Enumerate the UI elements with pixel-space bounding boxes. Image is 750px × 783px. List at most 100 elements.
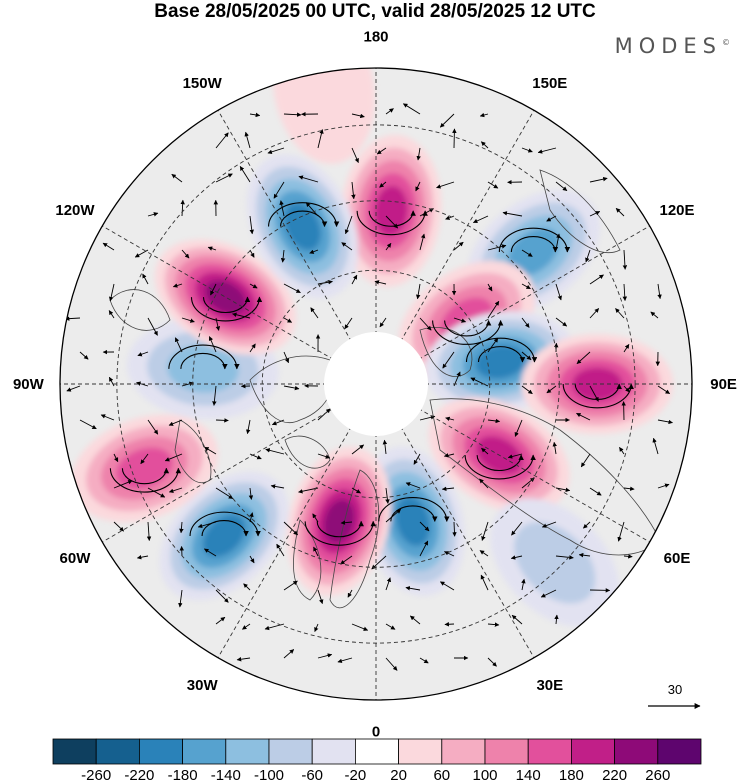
wind-vector <box>351 274 358 285</box>
wind-vector <box>385 509 402 523</box>
wind-vector <box>168 487 183 493</box>
wind-vector <box>439 581 455 591</box>
colorbar-tick-label: 260 <box>645 767 670 783</box>
wind-vector <box>172 283 183 288</box>
wind-vector <box>385 242 392 251</box>
wind-vector <box>405 586 421 591</box>
streamline <box>378 497 450 522</box>
wind-vector <box>279 200 285 217</box>
wind-vector <box>100 414 115 421</box>
wind-vector <box>215 317 221 331</box>
wind-vector <box>521 578 526 591</box>
colorbar-tick-label: -260 <box>81 767 111 783</box>
streamline <box>168 344 240 370</box>
wind-vector <box>317 129 324 149</box>
coastline <box>539 169 621 253</box>
longitude-label: 150W <box>183 75 223 92</box>
wind-vector <box>442 351 455 369</box>
wind-vector <box>347 589 353 598</box>
wind-vector <box>309 249 319 254</box>
wind-vector <box>178 589 183 608</box>
streamline <box>267 202 340 228</box>
wind-vector <box>546 215 557 222</box>
wind-vector <box>521 385 533 395</box>
wind-vector <box>197 521 217 529</box>
wind-vector <box>657 419 673 425</box>
colorbar-tick-label: 180 <box>559 767 584 783</box>
wind-vector <box>249 215 254 235</box>
wind-vector <box>102 242 115 251</box>
wind-vector <box>487 418 501 424</box>
longitude-label: 150E <box>532 75 567 92</box>
wind-vector <box>283 112 302 117</box>
wind-vector <box>210 283 217 296</box>
wind-vector <box>480 574 489 591</box>
anomaly-cell <box>490 498 620 628</box>
wind-vector <box>589 211 601 217</box>
colorbar-tick-label: -180 <box>168 767 198 783</box>
wind-vector <box>589 385 599 402</box>
wind-vector <box>511 614 523 625</box>
wind-vector <box>317 279 333 285</box>
wind-vector <box>137 351 149 357</box>
wind-vector <box>215 132 229 149</box>
wind-vector <box>283 649 295 659</box>
polar-map: 180 150E 120E 90E 60E 30E 0 30W 60W 90W 120W 150W 3… <box>13 28 737 740</box>
colorbar-tick-label: 100 <box>472 767 497 783</box>
longitude-label: 60W <box>60 550 92 567</box>
wind-vector <box>546 385 557 394</box>
longitude-labels: 180 150E 120E 90E 60E 30E 0 30W 60W 90W 120W 150W <box>13 28 737 740</box>
wind-vector <box>249 112 261 118</box>
wind-vector <box>521 317 530 328</box>
wind-vector <box>245 419 251 435</box>
wind-vector <box>344 215 353 235</box>
wind-vector <box>650 311 659 319</box>
wind-vector <box>521 283 531 290</box>
wind-vector <box>305 202 319 217</box>
anomaly-cell <box>340 135 442 287</box>
colorbar-tick-label: 60 <box>433 767 450 783</box>
wind-vector <box>108 310 115 319</box>
wind-vector <box>271 419 285 426</box>
wind-vector <box>340 520 353 525</box>
wind-vector <box>419 208 434 217</box>
wind-vector <box>341 242 353 251</box>
coastlines <box>109 169 661 609</box>
wind-vector <box>385 108 394 115</box>
wind-vector <box>147 317 158 336</box>
anomaly-cell <box>521 334 674 434</box>
streamline <box>432 320 504 345</box>
colorbar-bin <box>398 738 443 765</box>
wind-vector <box>385 657 398 671</box>
wind-vector <box>443 453 455 458</box>
wind-vector <box>514 419 523 437</box>
colorbar-tick-label: 140 <box>516 767 541 783</box>
wind-vector <box>351 444 365 455</box>
wind-vector <box>171 173 183 183</box>
anomaly-cell <box>360 446 465 596</box>
wind-vector <box>615 208 625 217</box>
wind-vector <box>617 521 625 542</box>
wind-vector <box>419 317 432 331</box>
wind-vector <box>511 521 523 536</box>
meridian-line <box>209 96 377 385</box>
wind-vector <box>168 419 183 426</box>
wind-vector <box>351 113 365 119</box>
wind-vector <box>147 487 166 498</box>
wind-vector <box>439 113 455 128</box>
wind-vector <box>283 283 301 294</box>
longitude-label: 30W <box>187 677 219 694</box>
wind-vector <box>273 181 285 199</box>
coastline <box>293 519 322 601</box>
wind-vectors <box>64 103 673 671</box>
wind-vector <box>507 453 523 459</box>
meridian-line <box>88 217 377 385</box>
polar-cap <box>324 332 428 436</box>
wind-vector <box>385 577 392 591</box>
streamline <box>465 337 538 363</box>
vector-key: 30 <box>648 682 701 709</box>
wind-vector <box>379 181 387 188</box>
wind-vector <box>249 283 258 289</box>
wind-vector <box>113 521 125 532</box>
wind-vector <box>174 337 183 353</box>
